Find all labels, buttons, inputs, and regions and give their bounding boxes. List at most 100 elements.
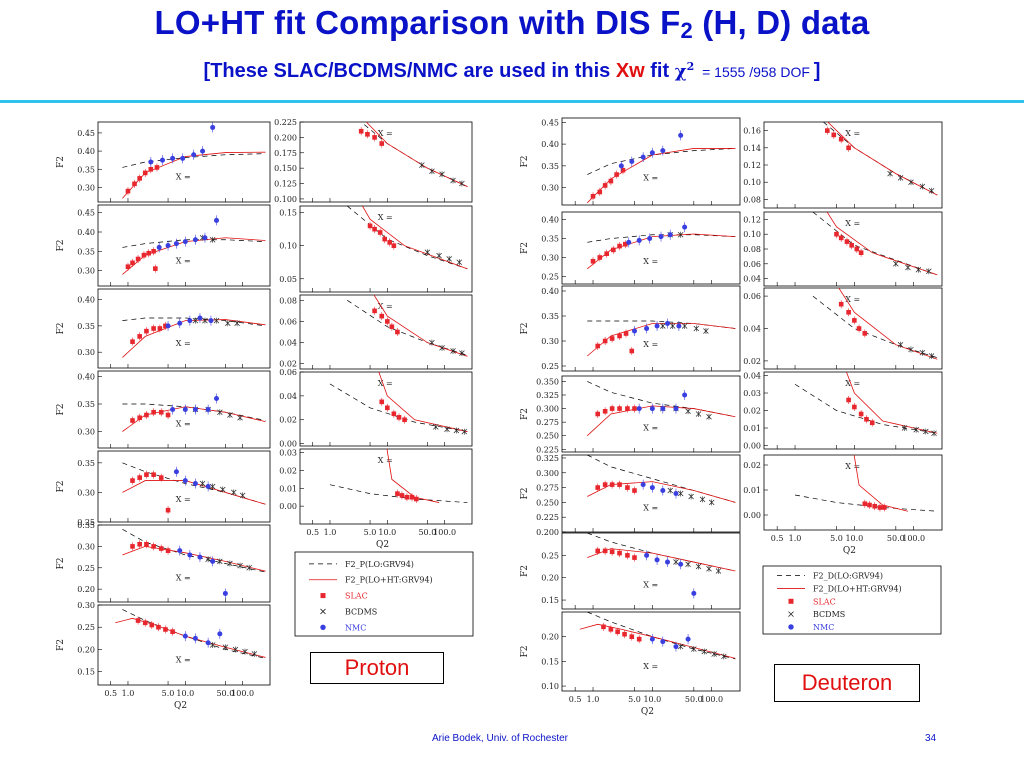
y-tick-label: 0.25 [77,623,95,632]
slac-point [367,223,373,229]
x-bj-prefix: X = [643,257,658,266]
x-tick-label: 0.5 [569,695,582,704]
nmc-point [691,590,697,596]
nmc-point [192,407,198,412]
slac-point [137,334,142,339]
nmc-point [205,484,211,489]
panel: 0.15 0.20 0.25 0.30 F2 X = 0.5 1.0 5.0 10.0 50.01… [56,601,271,711]
slac-point [590,194,596,199]
bcdms-point [893,261,899,267]
y-tick-label: 0.02 [743,357,761,366]
slac-point [154,165,160,170]
bcdms-point [225,320,231,326]
slac-point [595,411,601,417]
nmc-point [170,407,176,412]
x-tick-label: 1.0 [122,689,135,698]
slac-point [158,546,164,551]
chi-letter: χ [674,61,687,82]
nmc-point [676,323,682,329]
fit-lo-curve [587,612,736,660]
bcdms-point [450,348,456,354]
nmc-point [197,554,203,560]
slac-point [602,183,608,188]
slac-point [379,313,385,319]
nmc-point [678,561,684,567]
x-tick-label: 100.0 [433,528,456,537]
y-axis-label: F2 [56,639,66,651]
legend-nmc-swatch [788,624,794,630]
x-tick-label: 1.0 [324,528,337,537]
bcdms-point [209,483,216,490]
nmc-point [191,152,197,158]
slac-point [130,544,135,549]
x-bj-prefix: X = [643,581,658,590]
y-tick-label: 0.40 [77,228,95,237]
slac-point [625,406,630,411]
slac-point [379,399,385,405]
y-tick-label: 0.325 [536,391,559,400]
x-bj-prefix: X = [176,656,191,665]
y-tick-label: 0.45 [77,129,95,138]
bcdms-point [695,411,702,417]
x-bj-prefix: X = [176,256,191,265]
bcdms-point [919,183,926,190]
bcdms-point [913,427,919,433]
y-axis-label: F2 [56,558,66,570]
x-bj-prefix: X = [176,419,191,428]
slac-point [601,624,606,630]
slac-point [382,236,387,242]
x-tick-label: 0.5 [104,689,117,698]
y-axis-label: F2 [520,408,530,420]
nmc-point [682,224,688,230]
bcdms-point [721,653,727,660]
y-tick-label: 0.01 [743,486,761,495]
y-tick-label: 0.40 [541,287,559,296]
panel: 0.15 0.20 0.25 F2 X = [520,532,741,610]
nmc-point [667,232,673,238]
nmc-point [660,148,666,154]
x-tick-label: 0.5 [771,534,784,543]
header-divider [0,100,1024,103]
x-bj-prefix: X = [378,129,393,138]
y-tick-label: 0.35 [77,165,95,174]
legend-bcdms-swatch [788,611,794,617]
y-tick-label: 0.100 [274,195,297,204]
nmc-point [647,236,653,242]
nmc-point [192,481,198,487]
slac-point [852,404,857,410]
bcdms-point [242,648,248,655]
panel-plot [579,612,736,660]
fit-loht-curve [846,372,938,434]
nmc-point [177,548,183,554]
slac-point [144,328,149,334]
bcdms-point [897,341,904,348]
nmc-point [660,406,666,412]
slac-point [856,326,862,331]
legend-slac-swatch [320,593,326,599]
panel: 0.25 0.30 0.35 0.40 F2 X = [520,211,741,285]
slac-point [838,136,844,142]
x-bj-prefix: X = [845,295,860,304]
y-tick-label: 0.275 [536,418,559,427]
y-axis-label: F2 [520,646,530,658]
panel-frame [561,454,741,533]
legend-entry: F2_P(LO+HT:GRV94) [345,576,433,585]
panel-frame [97,204,271,287]
bcdms-point [928,188,935,194]
y-tick-label: 0.16 [743,127,761,136]
x-tick-label: 1.0 [587,695,600,704]
title-text: LO+HT fit Comparison with DIS F [154,4,681,41]
slac-point [395,491,400,496]
fit-loht-curve [853,455,909,512]
panel-frame [561,117,741,206]
y-tick-label: 0.04 [743,325,761,334]
y-tick-label: 0.04 [743,275,761,284]
slac-point [125,264,131,270]
y-tick-label: 0.04 [279,339,297,348]
y-tick-label: 0.10 [743,230,761,239]
bcdms-point [239,492,246,499]
slac-point [602,408,608,414]
slac-point [877,505,883,510]
y-axis-label: F2 [56,156,66,168]
panel-frame [561,611,741,692]
